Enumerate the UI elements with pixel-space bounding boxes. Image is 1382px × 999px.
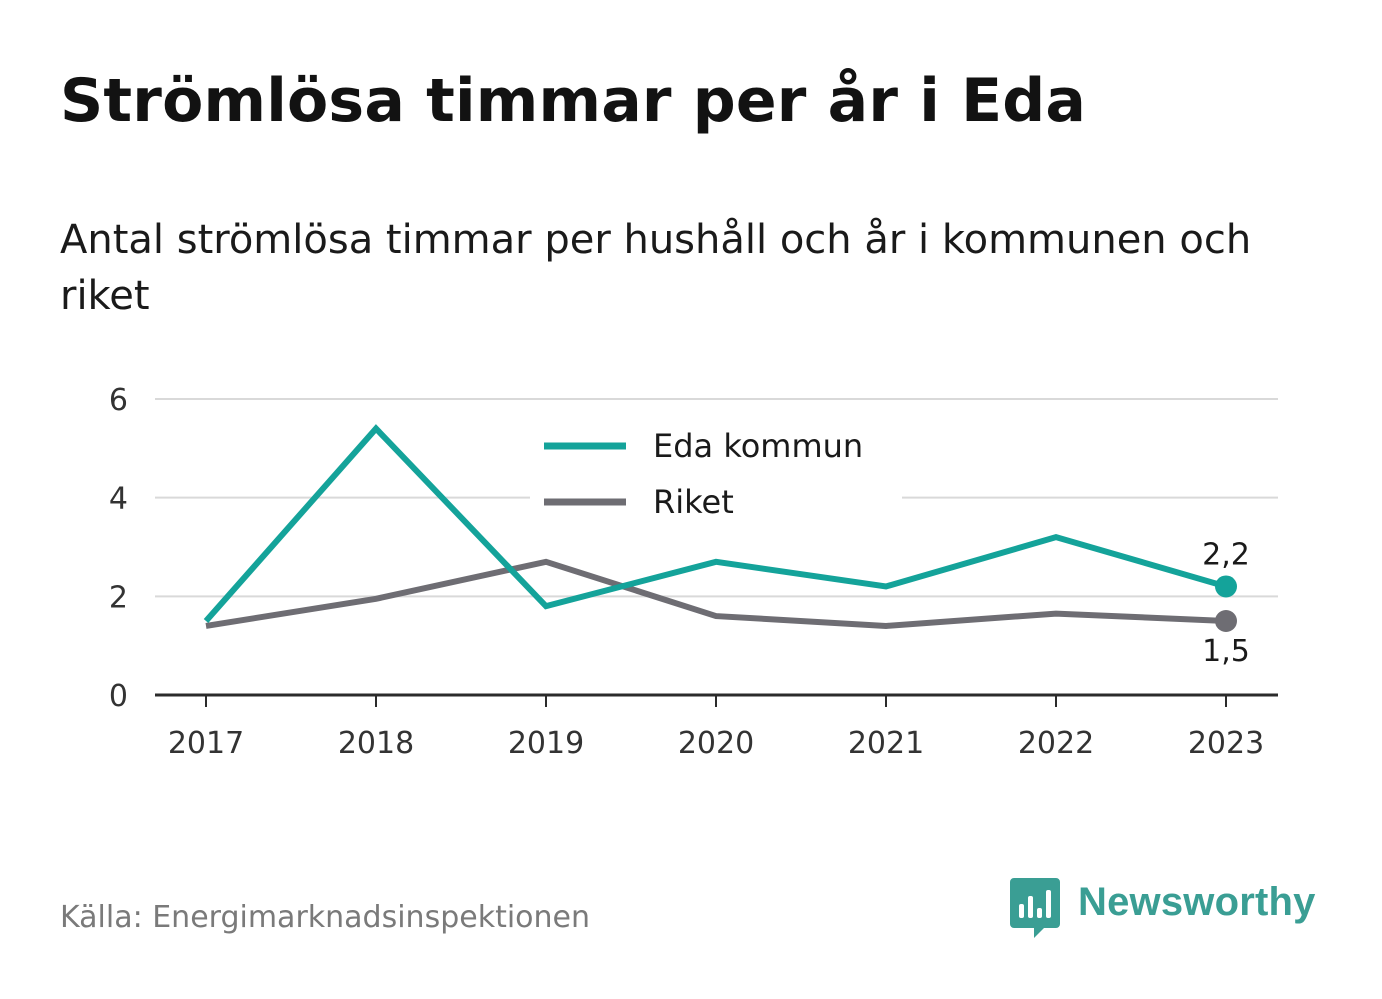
newsworthy-logo-icon: [1010, 878, 1060, 938]
chart-subtitle: Antal strömlösa timmar per hushåll och å…: [60, 217, 1252, 319]
end-value-label: 2,2: [1202, 537, 1250, 572]
y-tick-label: 0: [109, 679, 128, 714]
x-tick-label: 2023: [1188, 726, 1264, 761]
y-tick-label: 2: [109, 580, 128, 615]
end-marker-eda-kommun: [1215, 575, 1237, 598]
x-tick-label: 2019: [508, 726, 584, 761]
end-marker-riket: [1215, 610, 1237, 632]
brand-name: Newsworthy: [1078, 880, 1316, 924]
legend-label: Eda kommun: [653, 427, 863, 465]
series-line-riket: [205, 558, 1227, 629]
x-tick-label: 2020: [678, 726, 754, 761]
end-value-label: 1,5: [1202, 634, 1250, 669]
x-tick-label: 2018: [338, 726, 414, 761]
x-tick-label: 2021: [848, 726, 924, 761]
y-tick-label: 6: [109, 383, 128, 418]
brand-logo: Newsworthy: [1010, 878, 1316, 942]
series-line-eda-kommun: [203, 424, 1227, 623]
x-tick-label: 2017: [168, 726, 244, 761]
source-note: Källa: Energimarknadsinspektionen: [60, 900, 591, 935]
legend-label: Riket: [653, 483, 734, 521]
legend-box: [530, 418, 902, 528]
y-tick-label: 4: [109, 482, 128, 517]
x-tick-label: 2022: [1018, 726, 1094, 761]
chart-title: Strömlösa timmar per år i Eda: [60, 66, 1087, 136]
